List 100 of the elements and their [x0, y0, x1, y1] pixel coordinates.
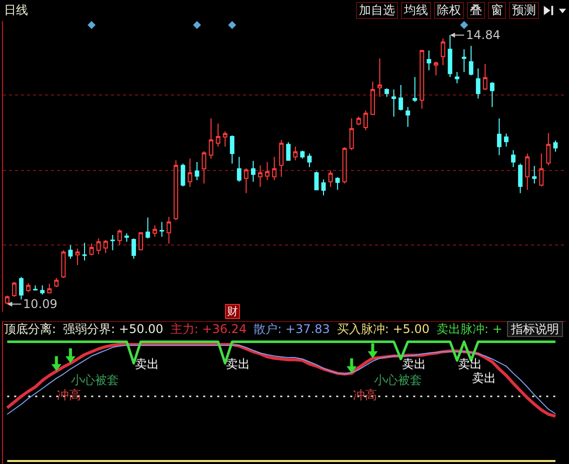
candlestick — [406, 106, 410, 128]
annotation: 卖出 — [472, 371, 496, 385]
candlestick — [138, 232, 143, 251]
annotation: 卖出 — [226, 357, 250, 371]
text: 窗 — [488, 2, 506, 19]
candlestick — [230, 134, 234, 164]
candlestick — [412, 76, 418, 102]
candlestick — [518, 163, 523, 194]
candlestick — [61, 250, 66, 279]
candlestick — [152, 224, 158, 238]
candlestick — [532, 165, 537, 184]
candlestick — [426, 50, 432, 71]
candlestick — [54, 278, 59, 288]
candlestick — [349, 118, 354, 151]
candlestick — [110, 234, 115, 251]
candlestick — [321, 179, 326, 196]
candlestick — [392, 89, 396, 118]
chart-title: 顶底分离: — [4, 322, 56, 336]
candlestick — [279, 139, 284, 178]
candlestick — [194, 161, 200, 181]
text: 强弱分界: +50.00 — [63, 322, 164, 336]
candlestick — [160, 221, 164, 238]
candlestick — [188, 158, 192, 188]
annotation: 小心被套 — [374, 373, 422, 387]
candlestick — [328, 170, 333, 188]
text: 预测 — [509, 2, 539, 19]
candlestick — [75, 248, 80, 266]
candlestick — [286, 142, 291, 162]
candlestick — [370, 81, 375, 116]
candlestick — [208, 118, 214, 160]
text: 买入脉冲: +5.00 — [336, 322, 430, 336]
candlestick — [47, 283, 52, 294]
annotation: 冲高 — [57, 388, 81, 402]
annotation: 14.84 — [466, 28, 500, 42]
candlestick — [378, 58, 382, 98]
candlestick — [272, 156, 277, 181]
candlestick — [82, 242, 87, 261]
candlestick — [482, 64, 488, 91]
candlestick — [258, 164, 262, 188]
candlestick — [335, 176, 340, 190]
annotation: 小心被套 — [71, 373, 119, 387]
candlestick — [5, 295, 10, 305]
candlestick — [476, 68, 480, 100]
candlestick — [539, 152, 544, 187]
candlestick — [553, 140, 558, 152]
candlestick — [12, 281, 16, 298]
series-label: 散户: +37.83 — [254, 322, 330, 336]
candlestick — [300, 150, 305, 160]
candlestick — [146, 216, 150, 239]
candlestick — [202, 150, 206, 184]
candlestick — [398, 84, 404, 111]
candlestick — [216, 122, 220, 148]
text: 加自选 — [356, 2, 398, 19]
candlestick — [342, 146, 347, 184]
candlestick — [525, 152, 530, 190]
candlestick — [384, 88, 389, 98]
candlestick — [174, 160, 178, 221]
annotation: 卖出 — [135, 357, 159, 371]
candlestick — [293, 146, 298, 161]
candlestick — [265, 161, 270, 181]
annotation: 冲高 — [353, 388, 377, 402]
annotation: 卖出 — [402, 357, 426, 371]
candlestick — [132, 238, 136, 260]
candlestick — [251, 160, 256, 182]
candlestick — [497, 118, 502, 156]
candlestick — [363, 110, 368, 131]
candlestick — [468, 45, 474, 76]
annotation: 财 — [225, 304, 240, 319]
series-label: 卖出脉冲: + — [436, 322, 502, 336]
candlestick — [454, 71, 460, 84]
candlestick — [440, 38, 446, 66]
candlestick — [546, 132, 551, 166]
candlestick — [244, 168, 248, 194]
candlestick — [307, 152, 312, 168]
candlestick — [511, 150, 516, 168]
candlestick — [117, 228, 122, 246]
candlestick — [180, 163, 186, 187]
chart-title: 日线 — [4, 3, 28, 17]
candlestick — [96, 238, 101, 255]
text: 除权 — [434, 2, 464, 19]
candlestick — [26, 282, 31, 293]
candlestick — [33, 284, 38, 291]
candlestick — [222, 130, 228, 148]
candlestick — [166, 216, 172, 244]
text: 指标说明 — [507, 321, 563, 337]
candlestick — [103, 240, 108, 254]
candlestick — [504, 133, 508, 148]
series-label: 主力: +36.24 — [170, 322, 247, 336]
candlestick — [89, 243, 94, 256]
annotation: 卖出 — [458, 357, 482, 371]
candlestick — [40, 284, 45, 295]
candlestick — [314, 171, 319, 191]
text: 叠 — [467, 2, 485, 19]
candlestick — [68, 244, 73, 260]
text: 均线 — [401, 2, 431, 19]
annotation: 10.09 — [23, 297, 58, 311]
candlestick — [19, 276, 24, 300]
candlestick — [434, 61, 438, 76]
candlestick — [490, 82, 494, 108]
candlestick — [462, 48, 466, 72]
